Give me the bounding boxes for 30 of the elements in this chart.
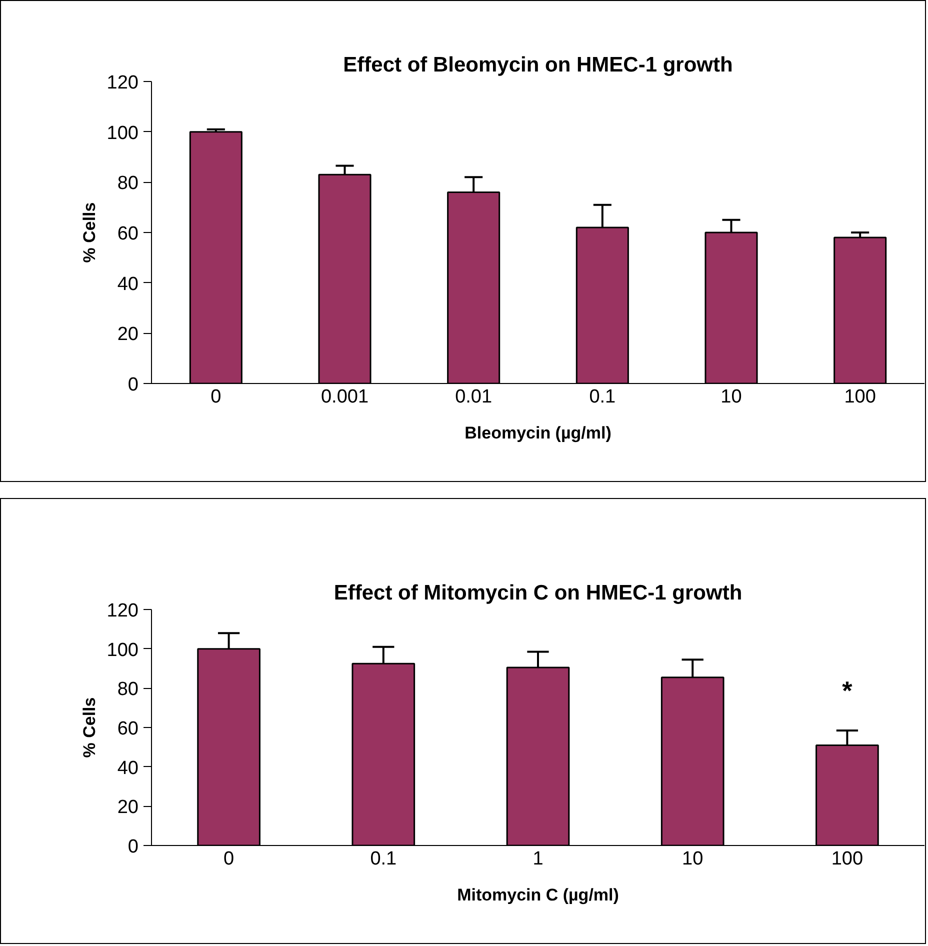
x-tick-label: 10 <box>720 386 742 408</box>
y-tick-label: 40 <box>117 274 139 295</box>
y-tick-label: 80 <box>117 679 139 700</box>
y-tick-label: 100 <box>106 122 138 144</box>
x-tick-label: 0.1 <box>370 848 397 870</box>
x-axis-title: Bleomycin (µg/ml) <box>464 424 612 442</box>
x-tick-label: 1 <box>532 848 544 870</box>
x-tick-label: 0.001 <box>320 386 369 408</box>
y-tick-label: 20 <box>117 324 139 346</box>
y-tick-label: 20 <box>117 797 139 818</box>
x-tick-label: 100 <box>831 848 864 870</box>
y-tick-label: 120 <box>106 600 138 622</box>
x-tick-label: 0 <box>224 848 234 870</box>
chart-title: Effect of Mitomycin C on HMEC-1 growth <box>334 582 742 604</box>
y-axis-title: % Cells <box>80 202 99 263</box>
y-tick-label: 100 <box>106 640 138 661</box>
y-tick-label: 120 <box>106 72 138 94</box>
y-axis-title: % Cells <box>80 697 99 758</box>
y-tick-label: 80 <box>117 173 139 194</box>
x-tick-label: 10 <box>682 848 704 870</box>
y-tick-label: 60 <box>117 718 139 740</box>
x-axis-title: Mitomycin C (µg/ml) <box>457 886 619 904</box>
y-tick-label: 60 <box>117 224 139 244</box>
chart-title: Effect of Bleomycin on HMEC-1 growth <box>343 54 733 76</box>
x-tick-label: 0 <box>210 386 222 408</box>
x-tick-label: 0.1 <box>589 386 616 408</box>
x-tick-label: 100 <box>844 386 876 408</box>
x-tick-label: 0.01 <box>455 386 492 408</box>
y-tick-label: 40 <box>117 758 139 779</box>
annotation: * <box>842 675 854 706</box>
